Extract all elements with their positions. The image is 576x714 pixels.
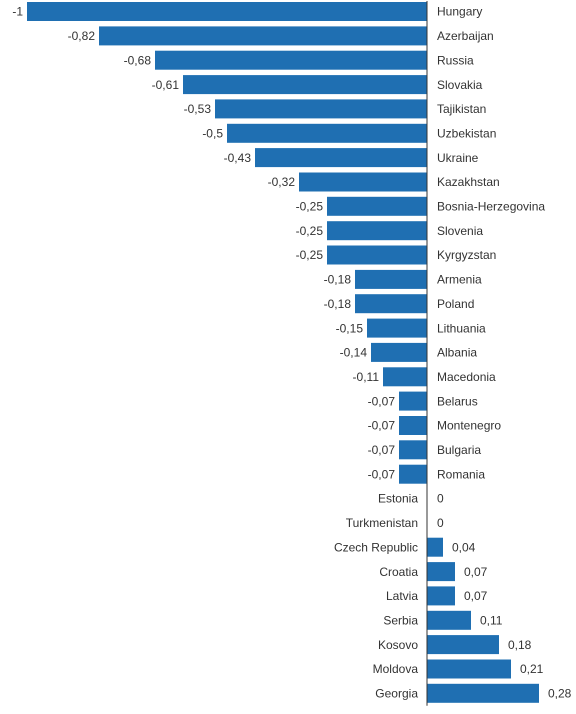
bar-kyrgyzstan — [327, 245, 427, 265]
value-label: -1 — [12, 5, 23, 19]
bar-belarus — [399, 391, 427, 411]
bar-georgia — [427, 683, 539, 703]
value-label: -0,25 — [296, 248, 324, 262]
value-label: -0,14 — [340, 346, 368, 360]
category-label: Kosovo — [378, 638, 418, 652]
value-label: -0,18 — [324, 273, 352, 287]
category-label: Czech Republic — [334, 540, 418, 554]
category-label: Moldova — [373, 662, 419, 676]
value-label: 0,04 — [452, 540, 476, 554]
category-label: Croatia — [379, 565, 418, 579]
value-label: 0 — [437, 516, 444, 530]
bar-albania — [371, 342, 427, 362]
bar-lithuania — [367, 318, 427, 338]
category-label: Poland — [437, 297, 474, 311]
category-label: Kyrgyzstan — [437, 248, 496, 262]
value-label: -0,11 — [353, 370, 380, 384]
bar-kazakhstan — [299, 172, 427, 192]
value-label: -0,32 — [268, 175, 296, 189]
category-label: Tajikistan — [437, 102, 486, 116]
bar-montenegro — [399, 416, 427, 435]
bar-bulgaria — [399, 440, 427, 460]
bar-latvia — [427, 586, 455, 606]
value-label: -0,25 — [296, 200, 324, 214]
category-label: Kazakhstan — [437, 175, 500, 189]
category-label: Turkmenistan — [346, 516, 418, 530]
bar-kosovo — [427, 635, 499, 655]
category-label: Hungary — [437, 5, 482, 19]
value-label: 0,07 — [464, 589, 488, 603]
value-label: -0,61 — [152, 78, 180, 92]
bar-slovenia — [327, 221, 427, 241]
bar-hungary — [27, 2, 427, 21]
bar-russia — [155, 50, 427, 70]
category-label: Albania — [437, 346, 477, 360]
labels-layer: Hungary -1 Azerbaijan -0,82 Russia -0,68 Slova… — [12, 5, 571, 701]
value-label: -0,68 — [124, 53, 152, 67]
value-label: -0,07 — [368, 443, 396, 457]
bar-tajikistan — [215, 99, 427, 119]
bar-bosnia-herzegovina — [327, 196, 427, 216]
bar-uzbekistan — [227, 123, 427, 143]
category-label: Ukraine — [437, 151, 479, 165]
value-label: -0,07 — [368, 394, 396, 408]
category-label: Slovenia — [437, 224, 483, 238]
category-label: Estonia — [378, 492, 418, 506]
value-label: -0,82 — [68, 29, 96, 43]
bar-slovakia — [183, 75, 427, 95]
value-label: -0,18 — [324, 297, 352, 311]
category-label: Latvia — [386, 589, 418, 603]
bar-serbia — [427, 610, 471, 630]
value-label: 0,11 — [480, 614, 503, 628]
category-label: Montenegro — [437, 419, 501, 433]
value-label: -0,25 — [296, 224, 324, 238]
category-label: Armenia — [437, 273, 482, 287]
category-label: Azerbaijan — [437, 29, 494, 43]
value-label: 0 — [437, 492, 444, 506]
category-label: Slovakia — [437, 78, 483, 92]
bar-ukraine — [255, 148, 427, 168]
value-label: -0,07 — [368, 419, 396, 433]
value-label: -0,43 — [224, 151, 252, 165]
bar-croatia — [427, 562, 455, 582]
bar-macedonia — [383, 367, 427, 387]
bar-azerbaijan — [99, 26, 427, 46]
category-label: Bulgaria — [437, 443, 481, 457]
value-label: -0,5 — [202, 126, 223, 140]
category-label: Romania — [437, 467, 485, 481]
bar-armenia — [355, 269, 427, 289]
bars-layer — [27, 2, 539, 703]
category-label: Bosnia-Herzegovina — [437, 200, 545, 214]
bar-poland — [355, 294, 427, 314]
bar-romania — [399, 464, 427, 484]
bar-moldova — [427, 659, 511, 679]
value-label: 0,18 — [508, 638, 532, 652]
value-label: -0,15 — [336, 321, 364, 335]
value-label: 0,21 — [520, 662, 544, 676]
value-label: -0,07 — [368, 467, 396, 481]
value-label: 0,07 — [464, 565, 488, 579]
category-label: Serbia — [383, 614, 418, 628]
category-label: Macedonia — [437, 370, 496, 384]
category-label: Russia — [437, 53, 474, 67]
category-label: Belarus — [437, 394, 478, 408]
value-label: 0,28 — [548, 687, 572, 701]
bar-czech-republic — [427, 537, 443, 557]
category-label: Lithuania — [437, 321, 486, 335]
value-label: -0,53 — [184, 102, 212, 116]
category-label: Georgia — [375, 687, 418, 701]
category-label: Uzbekistan — [437, 126, 496, 140]
